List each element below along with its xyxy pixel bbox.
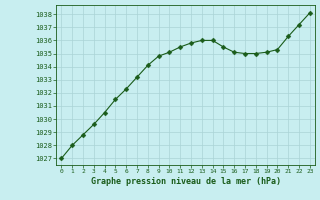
X-axis label: Graphe pression niveau de la mer (hPa): Graphe pression niveau de la mer (hPa) [91,177,281,186]
